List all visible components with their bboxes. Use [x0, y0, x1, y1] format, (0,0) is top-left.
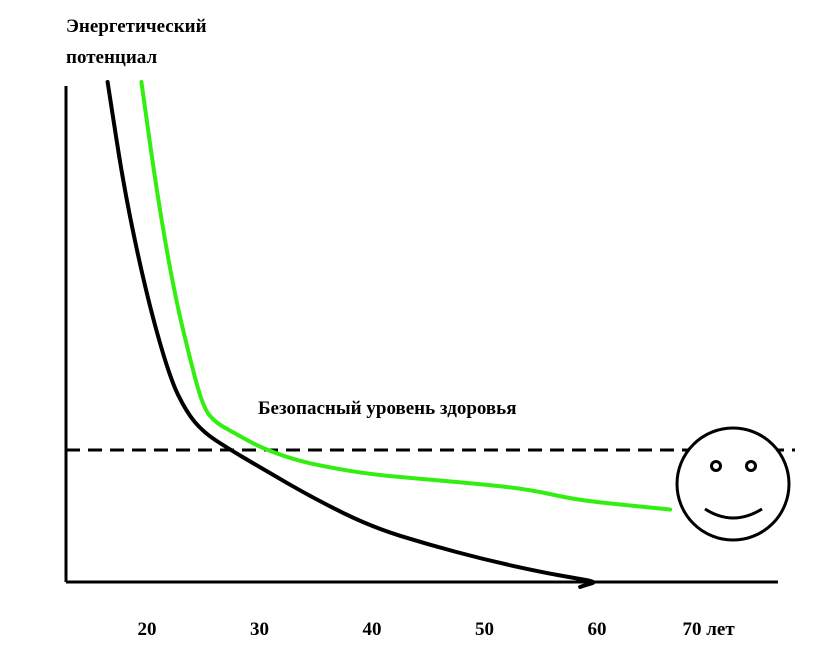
- series-layer: [105, 80, 673, 589]
- x-tick-label-40: 40: [363, 619, 382, 640]
- x-tick-label-60: 60: [588, 619, 607, 640]
- y-axis-label-line2: потенциал: [66, 47, 157, 68]
- series-line-0: [105, 80, 596, 589]
- smiley-face-icon: [675, 426, 791, 542]
- x-tick-label-50: 50: [475, 619, 494, 640]
- x-tick-label-30: 30: [250, 619, 269, 640]
- series-line-1: [139, 80, 673, 512]
- x-tick-label-20: 20: [138, 619, 157, 640]
- safe-health-level-label: Безопасный уровень здоровья: [258, 398, 517, 419]
- y-axis-label-line1: Энергетический: [66, 16, 207, 37]
- x-tick-labels: 20 30 40 50 60 70 лет: [138, 619, 736, 640]
- x-tick-label-70: 70 лет: [683, 619, 736, 640]
